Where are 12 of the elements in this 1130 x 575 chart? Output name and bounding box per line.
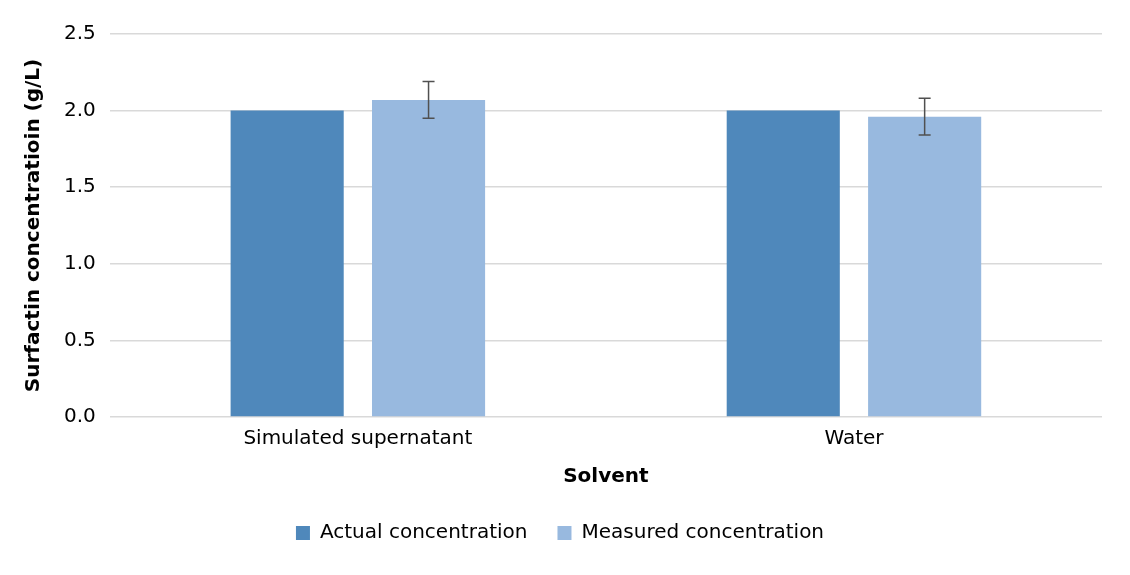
- x-tick-label: Water: [824, 425, 885, 450]
- y-tick-label: 2.5: [63, 20, 96, 45]
- x-tick-label: Simulated supernatant: [243, 425, 473, 450]
- y-tick-label: 2.0: [63, 96, 96, 121]
- y-tick-label: 1.0: [63, 250, 96, 274]
- legend-label: Actual concentration: [319, 519, 528, 544]
- y-tick-label: 0.5: [63, 326, 96, 351]
- y-tick-label: 0.0: [63, 403, 96, 428]
- y-tick-label: 1.5: [63, 173, 96, 198]
- legend-label: Measured concentration: [581, 519, 825, 544]
- y-axis-title: Surfactin concentratioin (g/L): [20, 58, 45, 393]
- x-axis-title: Solvent: [563, 463, 650, 488]
